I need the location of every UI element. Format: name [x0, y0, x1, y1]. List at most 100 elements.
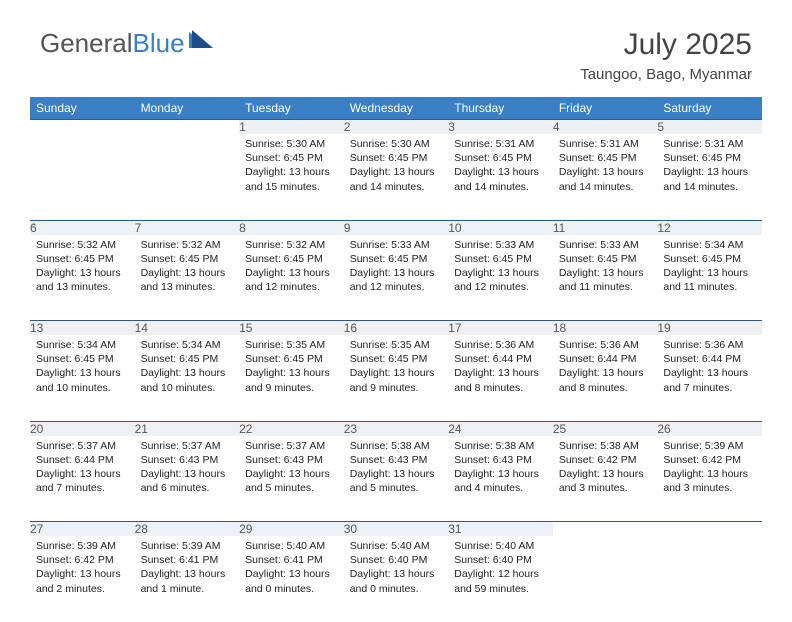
- day-cell: Sunrise: 5:30 AMSunset: 6:45 PMDaylight:…: [239, 134, 344, 220]
- daynum-row: 12345: [30, 120, 762, 135]
- day-number: 18: [553, 321, 658, 336]
- day-data: Sunrise: 5:32 AMSunset: 6:45 PMDaylight:…: [239, 235, 344, 301]
- day-cell: Sunrise: 5:32 AMSunset: 6:45 PMDaylight:…: [30, 235, 135, 321]
- day-cell: Sunrise: 5:35 AMSunset: 6:45 PMDaylight:…: [239, 335, 344, 421]
- location-label: Taungoo, Bago, Myanmar: [580, 66, 752, 83]
- day-cell: Sunrise: 5:40 AMSunset: 6:40 PMDaylight:…: [448, 536, 553, 622]
- day-data: Sunrise: 5:37 AMSunset: 6:43 PMDaylight:…: [239, 436, 344, 502]
- day-cell: Sunrise: 5:34 AMSunset: 6:45 PMDaylight:…: [135, 335, 240, 421]
- day-cell: Sunrise: 5:38 AMSunset: 6:43 PMDaylight:…: [344, 436, 449, 522]
- day-data: Sunrise: 5:39 AMSunset: 6:42 PMDaylight:…: [30, 536, 135, 602]
- page-title: July 2025: [580, 28, 752, 62]
- day-number: 21: [135, 421, 240, 436]
- header: GeneralBlue July 2025 Taungoo, Bago, Mya…: [0, 0, 792, 91]
- day-number: 17: [448, 321, 553, 336]
- empty-cell: [553, 536, 658, 622]
- day-data: Sunrise: 5:35 AMSunset: 6:45 PMDaylight:…: [239, 335, 344, 401]
- day-data: Sunrise: 5:38 AMSunset: 6:43 PMDaylight:…: [344, 436, 449, 502]
- day-data: Sunrise: 5:35 AMSunset: 6:45 PMDaylight:…: [344, 335, 449, 401]
- day-cell: Sunrise: 5:36 AMSunset: 6:44 PMDaylight:…: [448, 335, 553, 421]
- daynum-row: 2728293031: [30, 522, 762, 537]
- day-data: Sunrise: 5:34 AMSunset: 6:45 PMDaylight:…: [30, 335, 135, 401]
- day-number: 23: [344, 421, 449, 436]
- day-data: Sunrise: 5:37 AMSunset: 6:44 PMDaylight:…: [30, 436, 135, 502]
- empty-cell: [657, 522, 762, 537]
- day-data: Sunrise: 5:30 AMSunset: 6:45 PMDaylight:…: [239, 134, 344, 200]
- day-data: Sunrise: 5:31 AMSunset: 6:45 PMDaylight:…: [657, 134, 762, 200]
- weekday-header: Monday: [135, 97, 240, 120]
- day-cell: Sunrise: 5:32 AMSunset: 6:45 PMDaylight:…: [239, 235, 344, 321]
- day-number: 28: [135, 522, 240, 537]
- day-cell: Sunrise: 5:33 AMSunset: 6:45 PMDaylight:…: [448, 235, 553, 321]
- day-number: 25: [553, 421, 658, 436]
- day-number: 29: [239, 522, 344, 537]
- day-number: 7: [135, 220, 240, 235]
- day-number: 22: [239, 421, 344, 436]
- day-number: 13: [30, 321, 135, 336]
- day-number: 4: [553, 120, 658, 135]
- day-data: Sunrise: 5:31 AMSunset: 6:45 PMDaylight:…: [553, 134, 658, 200]
- day-number: 26: [657, 421, 762, 436]
- daynum-row: 13141516171819: [30, 321, 762, 336]
- day-number: 20: [30, 421, 135, 436]
- day-data: Sunrise: 5:38 AMSunset: 6:43 PMDaylight:…: [448, 436, 553, 502]
- empty-cell: [657, 536, 762, 622]
- day-cell: Sunrise: 5:32 AMSunset: 6:45 PMDaylight:…: [135, 235, 240, 321]
- day-cell: Sunrise: 5:34 AMSunset: 6:45 PMDaylight:…: [30, 335, 135, 421]
- day-cell: Sunrise: 5:37 AMSunset: 6:43 PMDaylight:…: [135, 436, 240, 522]
- day-data: Sunrise: 5:30 AMSunset: 6:45 PMDaylight:…: [344, 134, 449, 200]
- day-cell: Sunrise: 5:39 AMSunset: 6:42 PMDaylight:…: [30, 536, 135, 622]
- day-data: Sunrise: 5:38 AMSunset: 6:42 PMDaylight:…: [553, 436, 658, 502]
- day-cell: Sunrise: 5:36 AMSunset: 6:44 PMDaylight:…: [553, 335, 658, 421]
- day-cell: Sunrise: 5:31 AMSunset: 6:45 PMDaylight:…: [448, 134, 553, 220]
- day-number: 30: [344, 522, 449, 537]
- day-number: 1: [239, 120, 344, 135]
- day-cell: Sunrise: 5:36 AMSunset: 6:44 PMDaylight:…: [657, 335, 762, 421]
- day-data: Sunrise: 5:32 AMSunset: 6:45 PMDaylight:…: [30, 235, 135, 301]
- empty-cell: [135, 120, 240, 135]
- day-cell: Sunrise: 5:40 AMSunset: 6:41 PMDaylight:…: [239, 536, 344, 622]
- day-data: Sunrise: 5:33 AMSunset: 6:45 PMDaylight:…: [553, 235, 658, 301]
- empty-cell: [553, 522, 658, 537]
- calendar-table: SundayMondayTuesdayWednesdayThursdayFrid…: [30, 97, 762, 622]
- weekday-header-row: SundayMondayTuesdayWednesdayThursdayFrid…: [30, 97, 762, 120]
- daynum-row: 6789101112: [30, 220, 762, 235]
- day-data-row: Sunrise: 5:30 AMSunset: 6:45 PMDaylight:…: [30, 134, 762, 220]
- day-cell: Sunrise: 5:35 AMSunset: 6:45 PMDaylight:…: [344, 335, 449, 421]
- day-data: Sunrise: 5:33 AMSunset: 6:45 PMDaylight:…: [344, 235, 449, 301]
- day-data: Sunrise: 5:40 AMSunset: 6:40 PMDaylight:…: [448, 536, 553, 602]
- day-cell: Sunrise: 5:38 AMSunset: 6:42 PMDaylight:…: [553, 436, 658, 522]
- day-number: 3: [448, 120, 553, 135]
- day-number: 31: [448, 522, 553, 537]
- logo-text: GeneralBlue: [40, 28, 185, 59]
- day-cell: Sunrise: 5:37 AMSunset: 6:43 PMDaylight:…: [239, 436, 344, 522]
- day-cell: Sunrise: 5:31 AMSunset: 6:45 PMDaylight:…: [657, 134, 762, 220]
- daynum-row: 20212223242526: [30, 421, 762, 436]
- day-cell: Sunrise: 5:39 AMSunset: 6:42 PMDaylight:…: [657, 436, 762, 522]
- day-number: 6: [30, 220, 135, 235]
- day-cell: Sunrise: 5:33 AMSunset: 6:45 PMDaylight:…: [344, 235, 449, 321]
- day-number: 12: [657, 220, 762, 235]
- day-cell: Sunrise: 5:40 AMSunset: 6:40 PMDaylight:…: [344, 536, 449, 622]
- day-data: Sunrise: 5:36 AMSunset: 6:44 PMDaylight:…: [657, 335, 762, 401]
- title-block: July 2025 Taungoo, Bago, Myanmar: [580, 28, 752, 83]
- calendar-body: 12345Sunrise: 5:30 AMSunset: 6:45 PMDayl…: [30, 120, 762, 622]
- empty-cell: [135, 134, 240, 220]
- logo-part1: General: [40, 28, 133, 58]
- weekday-header: Friday: [553, 97, 658, 120]
- day-data: Sunrise: 5:40 AMSunset: 6:41 PMDaylight:…: [239, 536, 344, 602]
- day-number: 5: [657, 120, 762, 135]
- day-data: Sunrise: 5:39 AMSunset: 6:41 PMDaylight:…: [135, 536, 240, 602]
- day-data: Sunrise: 5:34 AMSunset: 6:45 PMDaylight:…: [135, 335, 240, 401]
- weekday-header: Wednesday: [344, 97, 449, 120]
- logo-part2: Blue: [133, 28, 185, 58]
- day-number: 15: [239, 321, 344, 336]
- logo: GeneralBlue: [40, 28, 213, 59]
- day-data: Sunrise: 5:34 AMSunset: 6:45 PMDaylight:…: [657, 235, 762, 301]
- day-number: 24: [448, 421, 553, 436]
- day-data-row: Sunrise: 5:32 AMSunset: 6:45 PMDaylight:…: [30, 235, 762, 321]
- day-number: 11: [553, 220, 658, 235]
- weekday-header: Thursday: [448, 97, 553, 120]
- day-data: Sunrise: 5:40 AMSunset: 6:40 PMDaylight:…: [344, 536, 449, 602]
- empty-cell: [30, 134, 135, 220]
